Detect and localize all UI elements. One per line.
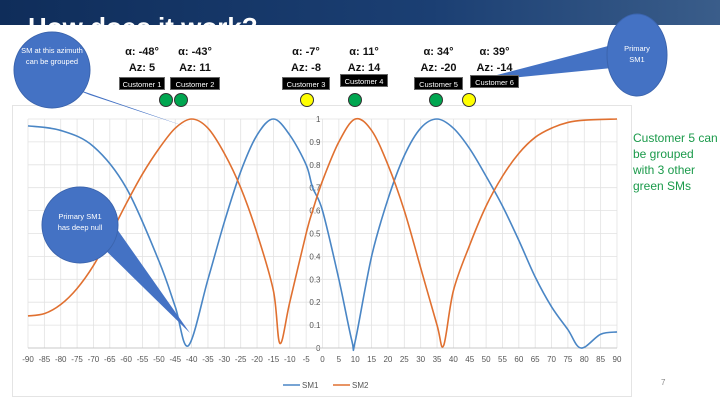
- slide-title: How does it work?: [28, 14, 258, 25]
- customer-label: Customer 2: [170, 77, 220, 90]
- y-tick-label: 0.1: [309, 321, 321, 330]
- legend-label-sm2: SM2: [352, 381, 369, 390]
- x-tick-label: 55: [498, 355, 507, 364]
- alpha-label: α: -7°: [292, 46, 320, 58]
- alpha-label: α: -48°: [125, 46, 159, 58]
- alpha-label: α: -43°: [178, 46, 212, 58]
- customer-angle: α: -43° Az: 11: [170, 44, 220, 76]
- customer-status-dot: [159, 93, 173, 107]
- callout-primary-sm1: [470, 13, 668, 97]
- x-tick-label: -90: [22, 355, 34, 364]
- customer-angle: α: 34° Az: -20: [414, 44, 464, 76]
- customer-status-dot: [348, 93, 362, 107]
- x-tick-label: 80: [580, 355, 589, 364]
- customer-angle: α: 39° Az: -14: [470, 44, 520, 76]
- y-tick-label: 0.6: [309, 207, 321, 216]
- x-tick-label: 25: [400, 355, 409, 364]
- x-tick-label: 85: [596, 355, 605, 364]
- customer-angle: α: -48° Az: 5: [117, 44, 167, 76]
- customer-angle: α: -7° Az: -8: [281, 44, 331, 76]
- legend-label-sm1: SM1: [302, 381, 319, 390]
- customer-label: Customer 6: [470, 75, 519, 88]
- x-tick-label: 5: [337, 355, 342, 364]
- customer-label: Customer 1: [119, 77, 165, 90]
- azimuth-label: Az: 11: [179, 62, 211, 74]
- x-tick-label: 65: [531, 355, 540, 364]
- x-tick-label: 30: [416, 355, 425, 364]
- x-tick-label: -55: [137, 355, 149, 364]
- x-tick-label: -5: [303, 355, 311, 364]
- callout-grouped-text: SM at this azimuth can be grouped: [21, 46, 83, 66]
- x-tick-label: -75: [71, 355, 83, 364]
- callout-grouped: [13, 31, 187, 127]
- y-tick-label: 0.5: [309, 230, 321, 239]
- customer-status-dot: [300, 93, 314, 107]
- x-tick-label: 60: [514, 355, 523, 364]
- x-tick-label: 45: [465, 355, 474, 364]
- x-tick-label: 90: [613, 355, 622, 364]
- x-tick-label: 10: [351, 355, 360, 364]
- y-tick-label: 0.2: [309, 298, 321, 307]
- x-tick-label: 0: [320, 355, 325, 364]
- x-tick-label: -50: [153, 355, 165, 364]
- y-tick-label: 0.7: [309, 184, 321, 193]
- customer-angle: α: 11° Az: 14: [339, 44, 389, 76]
- y-tick-label: 0.3: [309, 275, 321, 284]
- series-line-sm2: [27, 117, 618, 348]
- y-tick-label: 1: [316, 115, 321, 124]
- customer-label: Customer 4: [340, 74, 388, 87]
- customer-label: Customer 5: [414, 77, 463, 90]
- y-tick-label: 0.8: [309, 161, 321, 170]
- alpha-label: α: 39°: [479, 46, 510, 58]
- x-tick-label: 20: [383, 355, 392, 364]
- x-tick-label: -60: [120, 355, 132, 364]
- x-tick-label: -70: [88, 355, 100, 364]
- y-tick-label: 0.9: [309, 138, 321, 147]
- y-tick-label: 0.4: [309, 252, 321, 261]
- x-tick-label: -35: [202, 355, 214, 364]
- callout-primary-sm1-text: Primary SM1: [624, 44, 650, 64]
- x-tick-label: -45: [169, 355, 181, 364]
- title-banner: [0, 0, 720, 25]
- azimuth-label: Az: -14: [476, 62, 513, 74]
- customer-status-dot: [429, 93, 443, 107]
- callout-deep-null: [41, 186, 190, 333]
- x-tick-label: 50: [482, 355, 491, 364]
- alpha-label: α: 34°: [423, 46, 454, 58]
- series-line-sm1: [27, 118, 618, 352]
- x-tick-label: -30: [219, 355, 231, 364]
- azimuth-label: Az: -8: [291, 62, 321, 74]
- x-tick-label: 40: [449, 355, 458, 364]
- x-tick-label: -85: [39, 355, 51, 364]
- x-tick-label: 15: [367, 355, 376, 364]
- x-tick-label: -20: [251, 355, 263, 364]
- azimuth-label: Az: 5: [128, 62, 156, 74]
- customer-label: Customer 3: [282, 77, 330, 90]
- x-tick-label: -15: [268, 355, 280, 364]
- customer-status-dot: [174, 93, 188, 107]
- customer-status-dot: [462, 93, 476, 107]
- side-note: Customer 5 can be grouped with 3 other g…: [633, 131, 718, 193]
- x-tick-label: -80: [55, 355, 67, 364]
- page-number: 7: [661, 378, 666, 387]
- x-tick-label: 35: [433, 355, 442, 364]
- x-tick-label: 70: [547, 355, 556, 364]
- azimuth-label: Az: 14: [347, 62, 381, 74]
- azimuth-label: Az: -20: [420, 62, 457, 74]
- x-tick-label: -25: [235, 355, 247, 364]
- x-tick-label: -10: [284, 355, 296, 364]
- callout-deep-null-text: Primary SM1 has deep null: [57, 212, 103, 232]
- x-tick-label: 75: [563, 355, 572, 364]
- alpha-label: α: 11°: [349, 46, 379, 58]
- x-tick-label: -65: [104, 355, 116, 364]
- x-tick-label: -40: [186, 355, 198, 364]
